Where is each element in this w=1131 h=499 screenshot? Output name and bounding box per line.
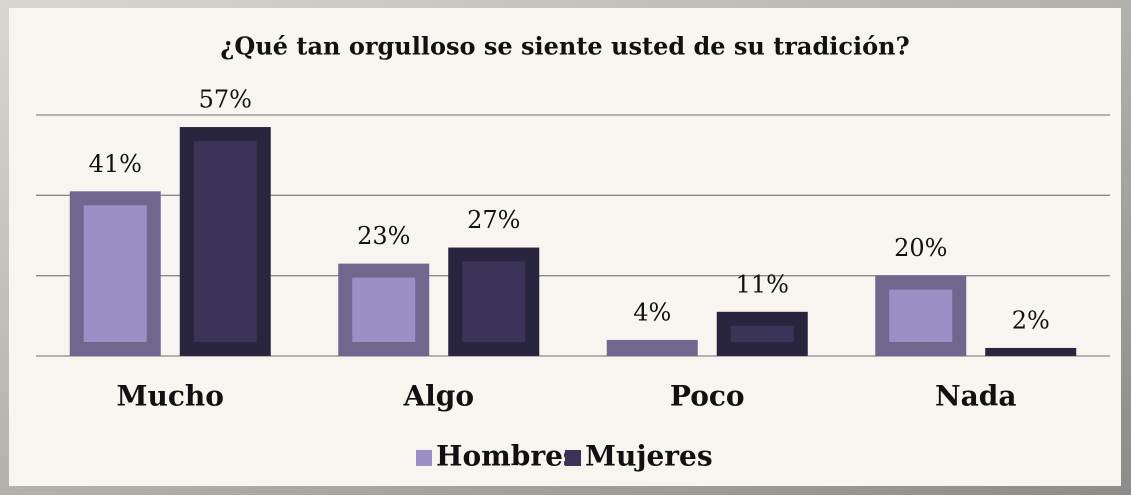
- legend-label: Mujeres: [585, 440, 713, 473]
- data-label: 4%: [633, 298, 671, 326]
- data-label: 57%: [199, 86, 252, 114]
- legend-swatch: [416, 450, 432, 466]
- data-label: 27%: [467, 206, 520, 234]
- panel: [9, 8, 1121, 486]
- data-label: 41%: [89, 150, 142, 178]
- bar-face: [83, 205, 147, 342]
- legend-label: Hombres: [436, 440, 579, 473]
- x-tick-label: Nada: [935, 380, 1016, 413]
- bar-face: [352, 277, 416, 342]
- data-label: 11%: [736, 270, 789, 298]
- bar-face: [889, 289, 953, 342]
- bar: [606, 339, 698, 356]
- bar-face: [462, 261, 526, 342]
- data-label: 23%: [357, 222, 410, 250]
- x-tick-label: Poco: [670, 380, 745, 413]
- bar: [985, 347, 1077, 356]
- legend-swatch: [565, 450, 581, 466]
- data-label: 2%: [1012, 306, 1050, 334]
- x-tick-label: Mucho: [117, 380, 224, 413]
- bar-face: [193, 141, 257, 342]
- x-tick-label: Algo: [402, 380, 474, 413]
- chart-title: ¿Qué tan orgulloso se siente usted de su…: [220, 32, 909, 61]
- data-label: 20%: [894, 234, 947, 262]
- bar-face: [730, 325, 794, 342]
